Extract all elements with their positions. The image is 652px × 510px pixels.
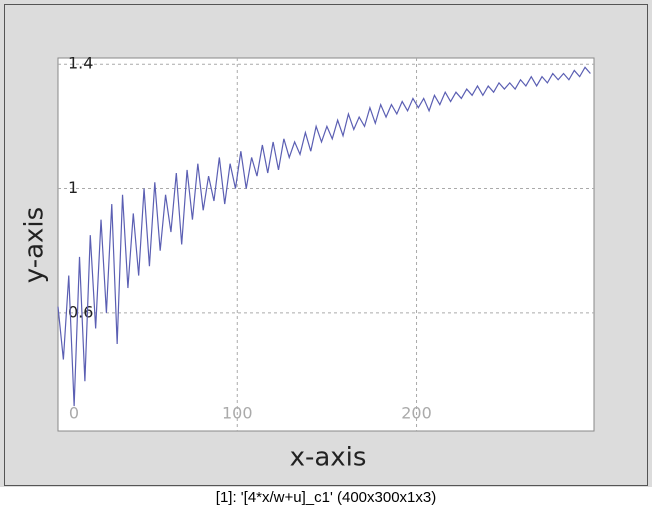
y-tick-label: 1 xyxy=(68,178,78,197)
data-line xyxy=(57,66,591,407)
x-tick-label: 200 xyxy=(401,404,432,423)
window-border xyxy=(4,4,648,486)
caption: [1]: '[4*x/w+u]_c1' (400x300x1x3) xyxy=(216,489,436,506)
plot-area xyxy=(57,57,595,432)
y-axis-label: y-axis xyxy=(20,207,50,283)
x-tick-label: 100 xyxy=(222,404,253,423)
x-tick-label: 0 xyxy=(69,404,79,423)
plot: 1.4 1 0.6 0 100 200 xyxy=(57,54,594,431)
x-axis-label: x-axis xyxy=(290,443,367,473)
y-tick-label: 1.4 xyxy=(68,54,93,73)
y-tick-label: 0.6 xyxy=(68,302,93,321)
